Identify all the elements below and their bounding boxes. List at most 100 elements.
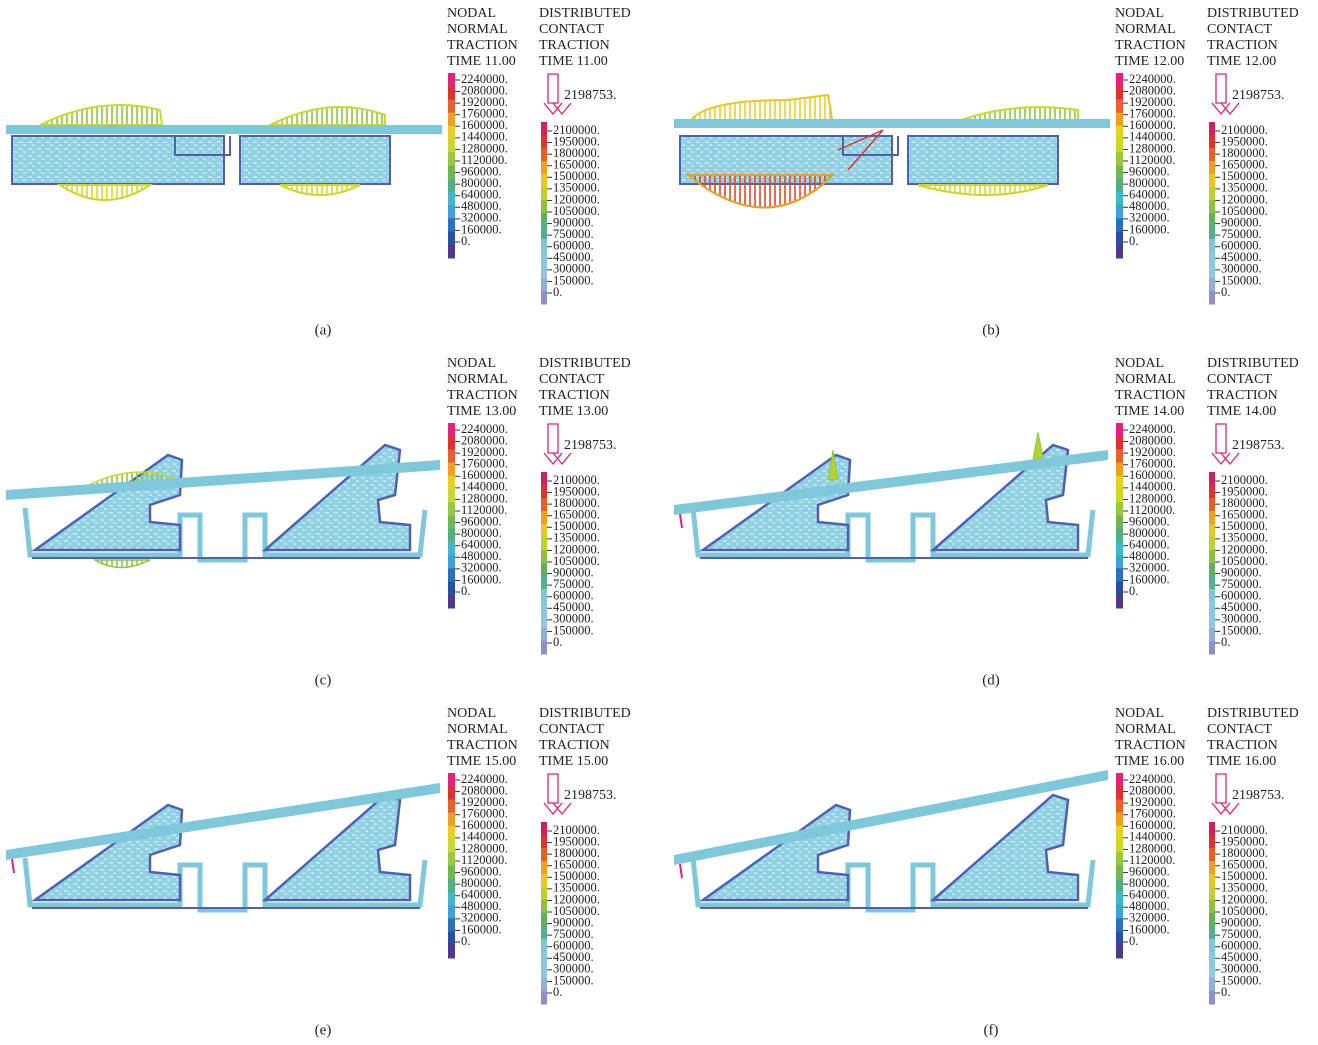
color-bar-segment bbox=[1116, 126, 1123, 140]
color-bar-segment bbox=[541, 913, 547, 927]
color-bar-segment bbox=[1116, 502, 1123, 516]
legend-title: NODAL bbox=[1115, 706, 1164, 721]
color-bar-segment bbox=[1209, 122, 1215, 136]
color-bar-segment bbox=[1209, 148, 1215, 162]
color-bar-segment bbox=[1116, 879, 1123, 893]
legend-title: DISTRIBUTED bbox=[539, 356, 631, 371]
color-bar-segment bbox=[448, 449, 455, 463]
legend-title: TRACTION bbox=[1207, 738, 1278, 753]
color-bar-segment bbox=[1209, 991, 1215, 1005]
legend-tick-label: 0. bbox=[553, 285, 562, 299]
color-bar-segment bbox=[1209, 213, 1215, 227]
panel-label: (a) bbox=[315, 322, 332, 338]
color-bar-segment bbox=[541, 187, 547, 201]
color-bar-segment bbox=[448, 86, 455, 100]
color-bar-segment bbox=[1209, 602, 1215, 616]
legend-time: TIME 11.00 bbox=[539, 54, 608, 69]
block bbox=[908, 136, 1058, 184]
color-bar-segment bbox=[448, 529, 455, 543]
traction-bottom bbox=[918, 185, 1048, 195]
color-bar-segment bbox=[448, 139, 455, 153]
color-bar-segment bbox=[541, 485, 547, 499]
color-bar-segment bbox=[1209, 161, 1215, 175]
color-bar-segment bbox=[448, 786, 455, 800]
contact-marker bbox=[680, 514, 682, 528]
legend-time: TIME 15.00 bbox=[447, 754, 516, 769]
color-bar-segment bbox=[541, 563, 547, 577]
traction-top bbox=[40, 105, 162, 125]
legend-title: TRACTION bbox=[1207, 38, 1278, 53]
legend-title: NORMAL bbox=[447, 22, 508, 37]
color-bar-segment bbox=[1209, 278, 1215, 292]
color-bar-segment bbox=[1116, 99, 1123, 113]
color-bar-segment bbox=[448, 126, 455, 140]
color-bar-segment bbox=[541, 200, 547, 214]
color-bar-segment bbox=[448, 839, 455, 853]
panel: NODALNORMALTRACTIONTIME 13.00DISTRIBUTED… bbox=[6, 356, 631, 688]
color-bar-segment bbox=[1209, 576, 1215, 590]
color-bar-segment bbox=[1209, 291, 1215, 305]
color-bar-segment bbox=[1116, 932, 1123, 946]
color-bar-segment bbox=[448, 555, 455, 569]
color-bar-segment bbox=[541, 641, 547, 655]
color-bar-segment bbox=[541, 122, 547, 136]
panel: NODALNORMALTRACTIONTIME 15.00DISTRIBUTED… bbox=[6, 706, 631, 1038]
color-bar-segment bbox=[541, 226, 547, 240]
color-bar-segment bbox=[448, 542, 455, 556]
panel-label: (b) bbox=[982, 322, 1000, 338]
color-bar-segment bbox=[1209, 978, 1215, 992]
color-bar-segment bbox=[448, 99, 455, 113]
figure: NODAL NORMAL TRACTION TIME 11.00 DISTRIBUTED… bbox=[0, 0, 1318, 1045]
color-bar-segment bbox=[1116, 568, 1123, 582]
page: {"legend_nodal": {"title": ["NODAL", "NO… bbox=[0, 0, 1318, 1045]
color-bar-segment bbox=[1209, 485, 1215, 499]
legend-title: NODAL bbox=[447, 706, 496, 721]
panel-label: (c) bbox=[315, 672, 332, 688]
color-bar-segment bbox=[448, 192, 455, 206]
legend-title: TRACTION bbox=[1207, 388, 1278, 403]
color-bar-segment bbox=[1116, 245, 1123, 259]
contact-marker bbox=[12, 859, 14, 873]
color-bar-segment bbox=[1116, 918, 1123, 932]
block bbox=[240, 136, 390, 184]
color-bar-segment bbox=[448, 826, 455, 840]
color-bar-segment bbox=[1116, 542, 1123, 556]
color-bar-segment bbox=[541, 291, 547, 305]
legend-time: TIME 12.00 bbox=[1115, 54, 1184, 69]
legend-title: CONTACT bbox=[539, 22, 604, 37]
color-bar-segment bbox=[1209, 641, 1215, 655]
color-bar-segment bbox=[448, 879, 455, 893]
panel: NODALNORMALTRACTIONTIME 14.00DISTRIBUTED… bbox=[674, 356, 1299, 688]
color-bar-segment bbox=[448, 773, 455, 787]
contact-marker bbox=[680, 864, 682, 878]
color-bar-segment bbox=[1209, 589, 1215, 603]
color-bar-segment bbox=[541, 239, 547, 253]
legend-tick-label: 0. bbox=[553, 985, 562, 999]
color-bar-segment bbox=[1116, 166, 1123, 180]
legend-title: CONTACT bbox=[1207, 22, 1272, 37]
color-bar-segment bbox=[448, 113, 455, 127]
color-bar-segment bbox=[541, 615, 547, 629]
color-bar-segment bbox=[541, 835, 547, 849]
color-bar-segment bbox=[448, 179, 455, 193]
color-bar-segment bbox=[541, 498, 547, 512]
color-bar-segment bbox=[1209, 835, 1215, 849]
color-bar-segment bbox=[1116, 86, 1123, 100]
legend-title: TRACTION bbox=[447, 738, 518, 753]
color-bar-segment bbox=[541, 161, 547, 175]
color-bar-segment bbox=[541, 887, 547, 901]
color-bar-segment bbox=[448, 918, 455, 932]
color-bar-segment bbox=[448, 799, 455, 813]
legend-time: TIME 14.00 bbox=[1207, 404, 1276, 419]
legend-title: NORMAL bbox=[1115, 372, 1176, 387]
legend-title: TRACTION bbox=[1115, 38, 1186, 53]
panel: NODALNORMALTRACTIONTIME 12.00DISTRIBUTED… bbox=[674, 6, 1299, 338]
color-bar-segment bbox=[448, 218, 455, 232]
color-bar-segment bbox=[448, 152, 455, 166]
color-bar-segment bbox=[448, 892, 455, 906]
traction-bottom bbox=[60, 185, 150, 200]
legend-title: DISTRIBUTED bbox=[1207, 356, 1299, 371]
color-bar-segment bbox=[448, 166, 455, 180]
color-bar-segment bbox=[448, 568, 455, 582]
legend-title: CONTACT bbox=[539, 722, 604, 737]
